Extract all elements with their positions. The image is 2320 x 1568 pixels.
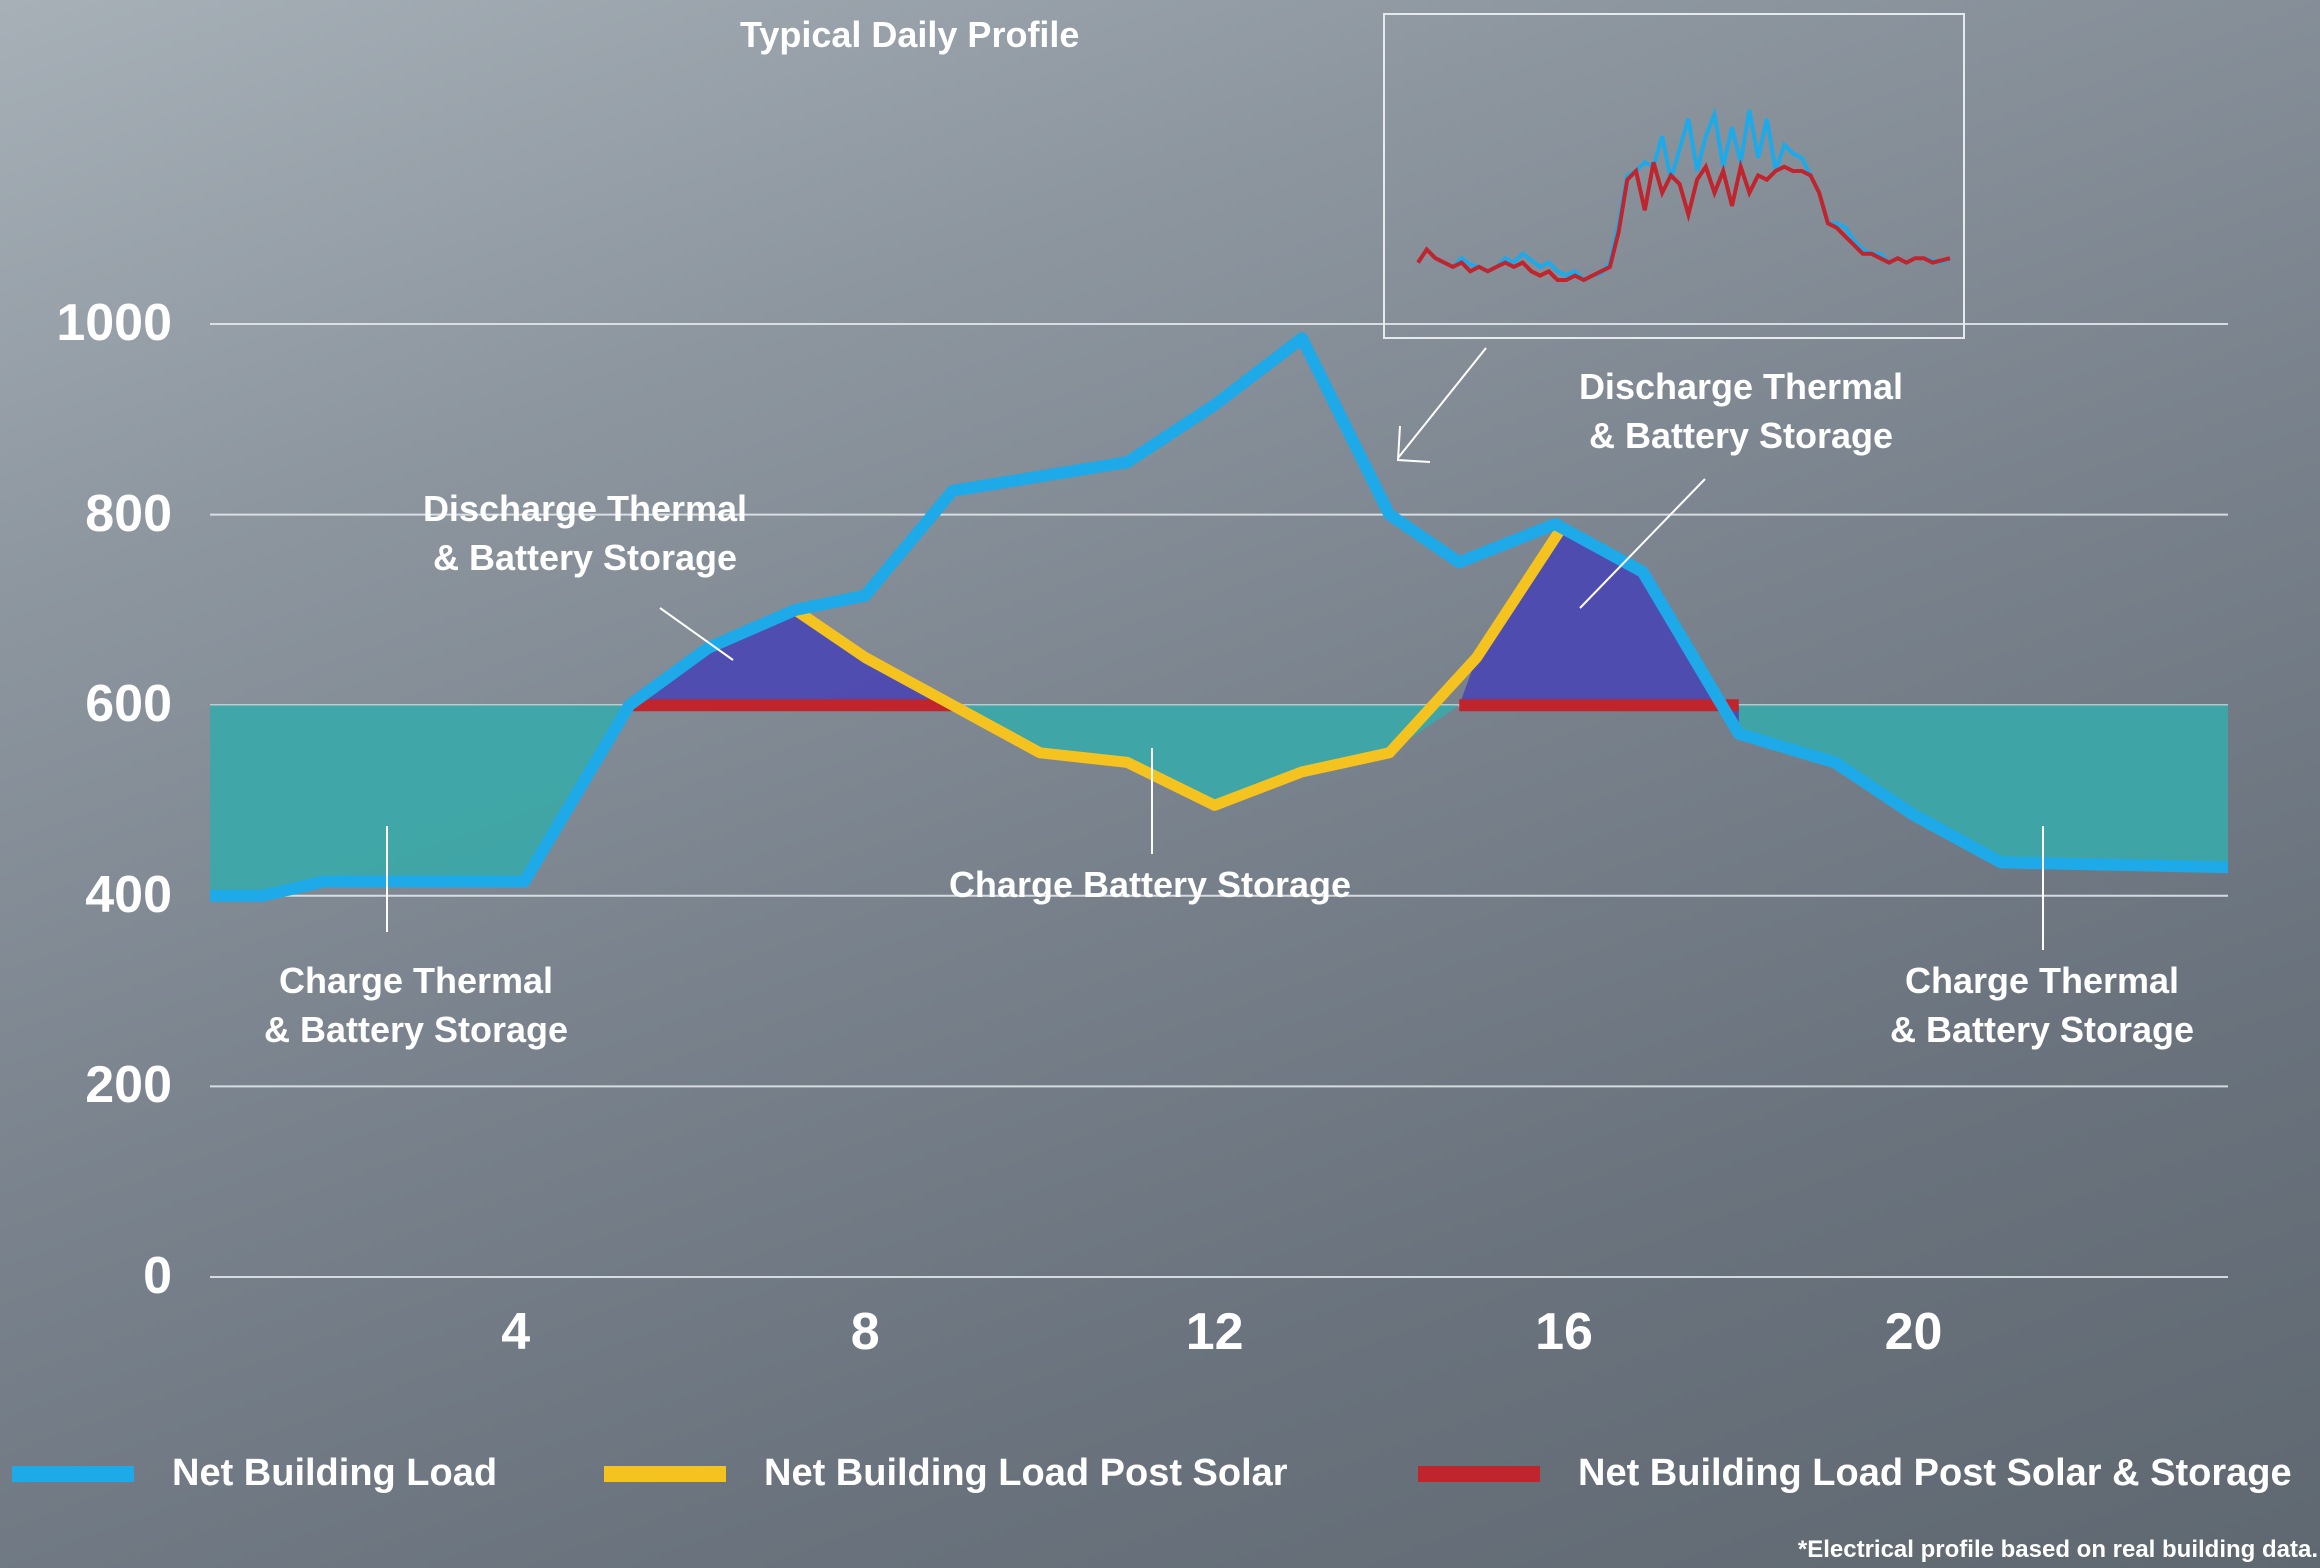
inset-arrow-head xyxy=(1396,425,1431,463)
series-line-net-building-load xyxy=(210,332,2229,902)
x-tick-label: 16 xyxy=(1535,1303,1593,1361)
x-tick-label: 4 xyxy=(501,1303,531,1361)
annotation-pointer-line xyxy=(1579,478,1706,609)
charge-fill-right xyxy=(1738,705,2228,868)
annotation-discharge-right: Discharge Thermal & Battery Storage xyxy=(1578,366,1904,456)
annotation-charge-mid: Charge Battery Storage xyxy=(948,864,1352,905)
footnote: *Electrical profile based on real buildi… xyxy=(1797,1536,2318,1563)
y-tick-label: 200 xyxy=(85,1056,172,1115)
legend-item-post-solar: Net Building Load Post Solar xyxy=(604,1452,1288,1495)
annotation-pointers xyxy=(386,347,2044,950)
y-tick-label: 600 xyxy=(85,675,172,734)
legend-label: Net Building Load xyxy=(172,1452,498,1494)
storage-fills xyxy=(210,524,2228,896)
legend-swatch xyxy=(12,1465,134,1482)
inset-chart xyxy=(1383,13,1965,339)
y-tick-label: 0 xyxy=(143,1247,172,1305)
inset-arrow-line xyxy=(1397,347,1487,459)
y-tick-label: 400 xyxy=(85,865,172,924)
annotation-pointer-line xyxy=(659,607,734,661)
legend-item-post-solar-storage: Net Building Load Post Solar & Storage xyxy=(1418,1452,2292,1495)
page-title: Typical Daily Profile xyxy=(740,14,1080,55)
discharge-fill-left xyxy=(629,609,953,706)
annotation-charge-left: Charge Thermal & Battery Storage xyxy=(263,960,569,1050)
inset-frame xyxy=(1383,13,1965,339)
legend-swatch xyxy=(1418,1465,1540,1482)
legend-swatch xyxy=(604,1465,726,1482)
series-lines xyxy=(210,332,2229,902)
y-tick-label: 1000 xyxy=(56,294,172,352)
inset-series-blue xyxy=(1416,107,1951,283)
series-line-post-solar xyxy=(792,521,1569,811)
annotation-discharge-left: Discharge Thermal & Battery Storage xyxy=(422,488,748,578)
charge-fill-left xyxy=(210,705,630,896)
x-tick-label: 20 xyxy=(1884,1303,1943,1361)
legend-label: Net Building Load Post Solar xyxy=(764,1452,1288,1494)
x-tick-label: 12 xyxy=(1185,1303,1244,1361)
y-tick-label: 800 xyxy=(85,484,172,543)
legend-item-net-building-load: Net Building Load xyxy=(12,1452,497,1495)
discharge-fill-right xyxy=(1459,524,1739,734)
legend-label: Net Building Load Post Solar & Storage xyxy=(1578,1452,2292,1494)
x-tick-label: 8 xyxy=(850,1303,880,1361)
inset-series-red xyxy=(1416,159,1951,283)
charge-fill-middle xyxy=(952,705,1460,806)
annotation-charge-right: Charge Thermal & Battery Storage xyxy=(1889,960,2195,1050)
